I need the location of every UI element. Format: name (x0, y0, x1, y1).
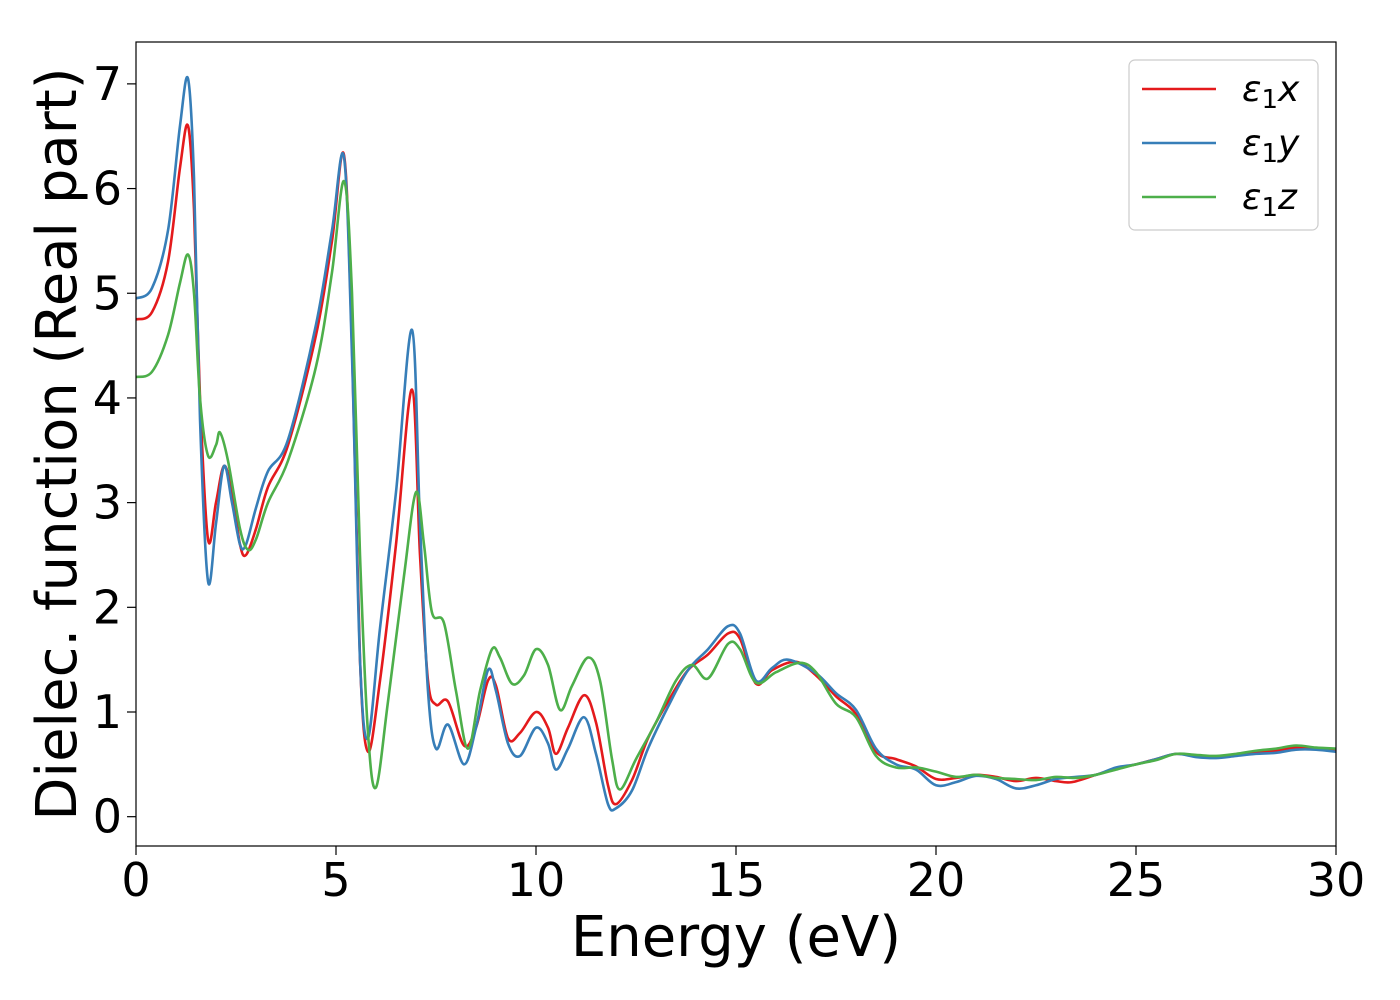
y-tick-label: 1 (93, 685, 122, 739)
legend-label-z: ε1z (1242, 177, 1298, 223)
x-tick-label: 5 (321, 853, 350, 907)
x-tick-label: 30 (1307, 853, 1366, 907)
x-tick-label: 25 (1107, 853, 1166, 907)
legend-label-x: ε1x (1242, 69, 1300, 115)
x-axis: 0 5 10 15 20 25 30 (121, 846, 1365, 907)
legend-label-y: ε1y (1242, 123, 1300, 169)
x-tick-label: 15 (707, 853, 766, 907)
y-tick-label: 2 (93, 580, 122, 634)
y-tick-label: 5 (93, 266, 122, 320)
series-line-z (136, 179, 1336, 791)
x-axis-label: Energy (eV) (571, 905, 901, 970)
legend: ε1x ε1y ε1z (1128, 59, 1319, 231)
y-tick-label: 4 (93, 371, 122, 425)
legend-box (1128, 59, 1319, 231)
x-tick-label: 10 (507, 853, 566, 907)
series-layer (136, 75, 1336, 812)
y-tick-label: 6 (93, 162, 122, 216)
series-line-y (136, 75, 1336, 812)
x-tick-label: 0 (121, 853, 150, 907)
y-axis-label: Dielec. function (Real part) (25, 67, 90, 820)
y-axis: 0 1 2 3 4 5 6 7 (93, 57, 136, 844)
y-tick-label: 0 (93, 790, 122, 844)
y-tick-label: 7 (93, 57, 122, 111)
x-tick-label: 20 (907, 853, 966, 907)
y-tick-label: 3 (93, 476, 122, 530)
